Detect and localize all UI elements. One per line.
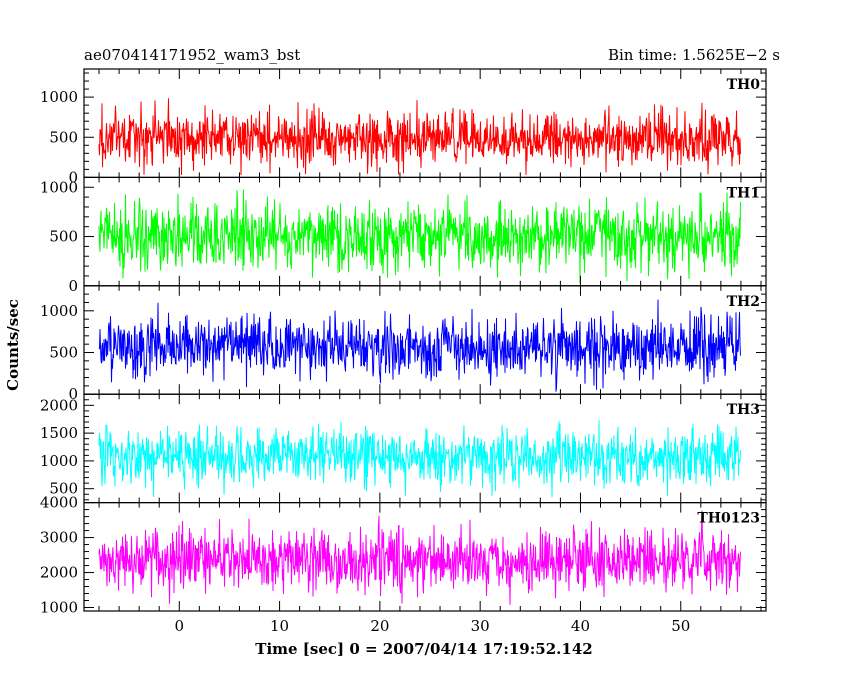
y-tick-label: 1000 — [40, 452, 78, 470]
panel-label-th0: TH0 — [727, 77, 761, 93]
x-tick-label: 10 — [270, 617, 289, 635]
chart-title: ae070414171952_wam3_bst — [84, 46, 300, 64]
y-tick-label: 1000 — [40, 599, 78, 617]
series-line-th2 — [98, 299, 741, 392]
x-tick-label: 40 — [571, 617, 590, 635]
panel-th0123: 1000 2000 3000 4000 TH0123 0 10 20 30 40 50 — [40, 494, 767, 635]
y-tick-label: 0 — [68, 168, 78, 186]
series-line-th3 — [98, 420, 741, 498]
y-tick-label: 500 — [49, 128, 78, 146]
y-tick-label: 1500 — [40, 424, 78, 442]
y-axis-title: Counts/sec — [4, 299, 22, 391]
panel-th1: 0 500 1000 TH1 — [40, 176, 767, 295]
panel-th0: 0 500 1000 TH0 — [40, 68, 767, 186]
y-tick-label: 1000 — [40, 178, 78, 196]
x-tick-label: 20 — [370, 617, 389, 635]
y-tick-label: 500 — [49, 228, 78, 246]
y-tick-label: 2000 — [40, 396, 78, 414]
panel-frame — [83, 502, 767, 612]
bin-time-label: Bin time: 1.5625E−2 s — [608, 46, 780, 64]
panel-label-th1: TH1 — [727, 185, 760, 201]
y-tick-label: 1000 — [40, 88, 78, 106]
panel-th3: 500 1000 1500 2000 TH3 — [40, 393, 767, 504]
panel-label-th3: TH3 — [727, 402, 760, 418]
x-tick-label: 0 — [175, 617, 185, 635]
panel-th2: 0 500 1000 TH2 — [40, 285, 767, 403]
y-tick-label: 2000 — [40, 564, 78, 582]
y-tick-label: 500 — [49, 344, 78, 362]
panel-label-th2: TH2 — [727, 294, 760, 310]
series-line-th0 — [98, 98, 741, 176]
panel-label-th0123: TH0123 — [697, 511, 760, 527]
y-tick-label: 500 — [49, 480, 78, 498]
x-axis-title: Time [sec] 0 = 2007/04/14 17:19:52.142 — [255, 640, 592, 658]
y-tick-label: 4000 — [40, 494, 78, 512]
y-tick-label: 0 — [68, 385, 78, 403]
series-line-th1 — [98, 189, 741, 284]
x-tick-label: 50 — [671, 617, 690, 635]
y-tick-label: 0 — [68, 277, 78, 295]
y-tick-label: 1000 — [40, 302, 78, 320]
x-tick-label: 30 — [471, 617, 490, 635]
series-line-th0123 — [98, 510, 741, 605]
y-tick-label: 3000 — [40, 529, 78, 547]
